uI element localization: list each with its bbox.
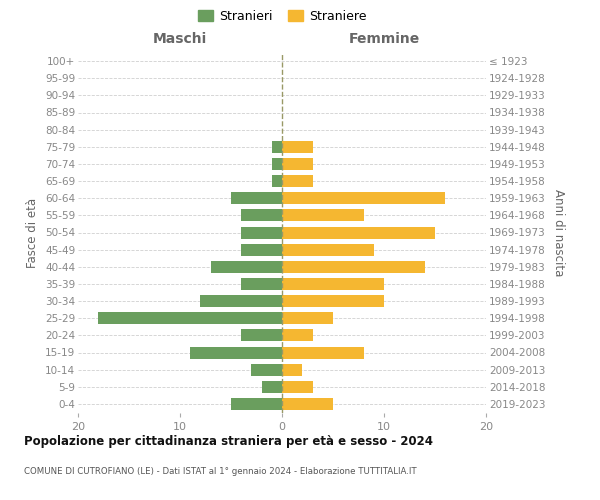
Bar bbox=[282, 295, 384, 307]
Bar bbox=[262, 381, 282, 393]
Bar bbox=[282, 210, 364, 222]
Text: Popolazione per cittadinanza straniera per età e sesso - 2024: Popolazione per cittadinanza straniera p… bbox=[24, 435, 433, 448]
Text: Femmine: Femmine bbox=[349, 32, 419, 46]
Bar bbox=[282, 192, 445, 204]
Bar bbox=[282, 278, 384, 290]
Bar bbox=[282, 381, 313, 393]
Y-axis label: Anni di nascita: Anni di nascita bbox=[552, 189, 565, 276]
Bar bbox=[282, 175, 313, 187]
Bar bbox=[282, 141, 313, 153]
Bar bbox=[282, 244, 374, 256]
Bar bbox=[241, 278, 282, 290]
Y-axis label: Fasce di età: Fasce di età bbox=[26, 198, 40, 268]
Bar bbox=[282, 346, 364, 358]
Bar bbox=[282, 330, 313, 342]
Legend: Stranieri, Straniere: Stranieri, Straniere bbox=[194, 6, 370, 26]
Bar bbox=[200, 295, 282, 307]
Bar bbox=[282, 226, 435, 238]
Bar bbox=[231, 192, 282, 204]
Text: Maschi: Maschi bbox=[153, 32, 207, 46]
Bar bbox=[241, 330, 282, 342]
Bar bbox=[241, 210, 282, 222]
Bar bbox=[272, 175, 282, 187]
Bar bbox=[282, 398, 333, 410]
Bar bbox=[241, 226, 282, 238]
Bar bbox=[282, 261, 425, 273]
Bar bbox=[282, 312, 333, 324]
Bar bbox=[211, 261, 282, 273]
Bar bbox=[282, 364, 302, 376]
Bar bbox=[241, 244, 282, 256]
Text: COMUNE DI CUTROFIANO (LE) - Dati ISTAT al 1° gennaio 2024 - Elaborazione TUTTITA: COMUNE DI CUTROFIANO (LE) - Dati ISTAT a… bbox=[24, 468, 416, 476]
Bar bbox=[190, 346, 282, 358]
Bar bbox=[282, 158, 313, 170]
Bar bbox=[98, 312, 282, 324]
Bar bbox=[231, 398, 282, 410]
Bar bbox=[272, 141, 282, 153]
Bar bbox=[272, 158, 282, 170]
Bar bbox=[251, 364, 282, 376]
